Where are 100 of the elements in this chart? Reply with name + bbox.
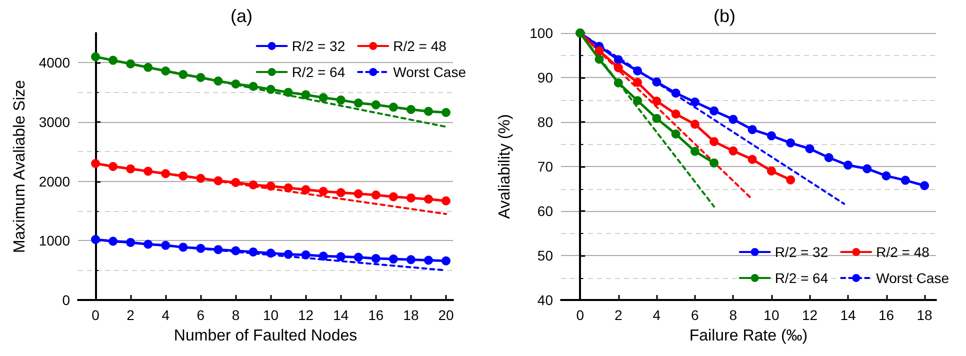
point bbox=[388, 254, 398, 264]
point bbox=[900, 176, 910, 185]
point bbox=[671, 88, 680, 98]
point bbox=[178, 171, 188, 180]
y-tick-label: 0 bbox=[62, 292, 70, 308]
x-tick-label: 12 bbox=[298, 307, 314, 323]
point bbox=[214, 76, 223, 86]
y-tick-label: 100 bbox=[530, 25, 554, 41]
point bbox=[248, 82, 258, 91]
point bbox=[844, 160, 852, 170]
point bbox=[91, 159, 100, 168]
point bbox=[336, 96, 346, 105]
point bbox=[728, 146, 738, 156]
point bbox=[671, 130, 680, 139]
point bbox=[301, 185, 310, 194]
y-tick-label: 4000 bbox=[38, 54, 70, 71]
point bbox=[284, 250, 293, 259]
point bbox=[318, 252, 328, 261]
x-tick-label: 2 bbox=[614, 307, 622, 323]
y-tick-label: 60 bbox=[537, 203, 554, 219]
point bbox=[614, 55, 623, 64]
point bbox=[354, 98, 363, 108]
point bbox=[862, 164, 872, 174]
y-tick-label: 40 bbox=[537, 292, 554, 308]
point bbox=[354, 252, 363, 262]
legend-label: R/2 = 64 bbox=[292, 64, 346, 80]
x-tick-label: 8 bbox=[232, 307, 240, 323]
point bbox=[144, 166, 153, 176]
point bbox=[371, 100, 380, 110]
x-tick-label: 12 bbox=[802, 307, 818, 323]
x-tick-label: 16 bbox=[368, 307, 384, 323]
point bbox=[690, 120, 700, 129]
point bbox=[336, 188, 346, 198]
point bbox=[301, 90, 310, 100]
x-tick-label: 2 bbox=[126, 307, 135, 323]
x-tick-label: 10 bbox=[262, 307, 279, 323]
legend-label: R/2 = 48 bbox=[393, 38, 447, 54]
point bbox=[424, 106, 433, 116]
point bbox=[371, 190, 380, 200]
x-tick-label: 8 bbox=[729, 307, 738, 323]
legend-label: Worst Case bbox=[876, 270, 950, 286]
x-tick-label: 6 bbox=[196, 307, 205, 323]
point bbox=[406, 105, 416, 114]
point bbox=[354, 189, 363, 198]
x-tick-label: 14 bbox=[333, 307, 349, 323]
point bbox=[594, 46, 604, 56]
point bbox=[652, 77, 662, 86]
point bbox=[710, 158, 719, 168]
x-tick-label: 4 bbox=[652, 307, 661, 323]
x-tick-label: 20 bbox=[438, 307, 454, 323]
x-tick-label: 0 bbox=[576, 307, 584, 323]
legend-label: R/2 = 48 bbox=[876, 244, 930, 260]
point bbox=[266, 84, 276, 94]
point bbox=[442, 108, 450, 118]
x-tick-label: 4 bbox=[162, 307, 170, 323]
point bbox=[214, 245, 223, 254]
legend-label: R/2 = 32 bbox=[292, 38, 346, 54]
point bbox=[126, 238, 136, 247]
x-tick-label: 10 bbox=[764, 307, 780, 323]
point bbox=[652, 96, 662, 106]
point bbox=[336, 252, 346, 262]
point bbox=[786, 138, 796, 148]
point bbox=[406, 193, 416, 202]
point bbox=[633, 78, 642, 87]
point bbox=[108, 236, 118, 246]
legend-label: Worst Case bbox=[393, 64, 466, 80]
point bbox=[91, 234, 100, 244]
point bbox=[161, 66, 170, 76]
point bbox=[690, 97, 700, 106]
point bbox=[442, 256, 450, 266]
y-tick-label: 2000 bbox=[38, 173, 70, 190]
point bbox=[231, 80, 240, 89]
point bbox=[231, 246, 240, 256]
point bbox=[671, 109, 680, 118]
point bbox=[301, 250, 310, 260]
point bbox=[318, 186, 328, 196]
y-axis-title: Maximum Avaliable Size bbox=[11, 80, 28, 254]
point bbox=[144, 240, 153, 249]
y-tick-label: 90 bbox=[537, 70, 554, 86]
point bbox=[766, 131, 776, 140]
point bbox=[178, 70, 188, 80]
point bbox=[371, 254, 380, 263]
point bbox=[108, 56, 118, 65]
point bbox=[266, 182, 276, 191]
y-tick-label: 50 bbox=[537, 248, 554, 264]
point bbox=[196, 73, 206, 82]
point bbox=[748, 125, 757, 134]
point bbox=[231, 178, 240, 188]
point bbox=[633, 96, 642, 106]
point bbox=[614, 78, 623, 88]
point bbox=[318, 93, 328, 102]
point bbox=[690, 146, 700, 156]
point bbox=[108, 162, 118, 171]
point bbox=[882, 171, 891, 180]
point bbox=[284, 183, 293, 192]
point bbox=[805, 144, 814, 154]
point bbox=[284, 88, 293, 97]
point bbox=[824, 153, 834, 162]
point bbox=[161, 240, 170, 250]
point bbox=[633, 66, 642, 76]
